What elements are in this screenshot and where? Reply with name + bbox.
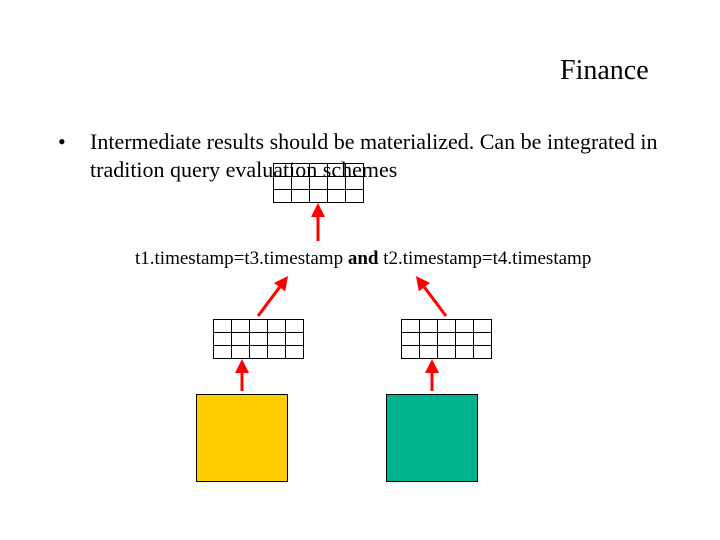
arrow-line-1: [258, 287, 280, 316]
join-condition-text: t1.timestamp=t3.timestamp and t2.timesta…: [135, 248, 591, 270]
grid-right-mid: [401, 319, 492, 359]
condition-part: t1.timestamp=t3.timestamp: [135, 248, 348, 269]
box-left-bottom: [196, 394, 288, 482]
bullet-dot: •: [58, 128, 66, 156]
arrow-head-0: [311, 203, 325, 217]
box-right-bottom: [386, 394, 478, 482]
arrow-head-3: [235, 359, 249, 373]
page-title: Finance: [560, 55, 649, 87]
grid-left-mid: [213, 319, 304, 359]
arrow-line-2: [424, 287, 446, 316]
condition-bold: and: [348, 248, 379, 269]
grid-top: [273, 163, 364, 203]
arrow-head-1: [274, 276, 288, 291]
arrow-head-4: [425, 359, 439, 373]
bullet-text: Intermediate results should be materiali…: [90, 128, 670, 183]
arrow-head-2: [416, 276, 430, 291]
condition-part: t2.timestamp=t4.timestamp: [378, 248, 591, 269]
